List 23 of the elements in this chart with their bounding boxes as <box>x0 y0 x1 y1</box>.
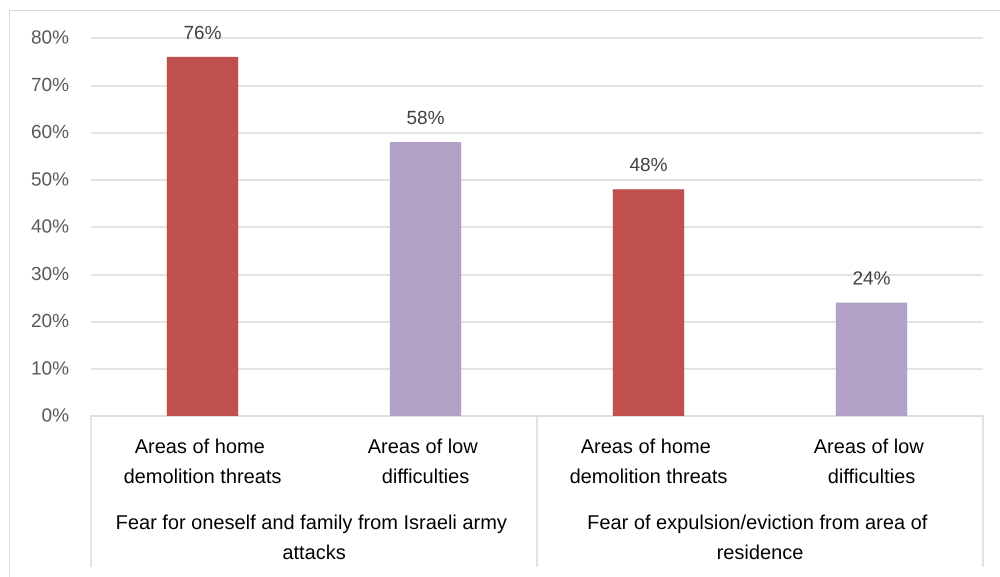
bar <box>166 56 238 416</box>
y-tick-label: 50% <box>30 169 70 190</box>
y-tick-label: 10% <box>30 358 70 380</box>
data-label: 58% <box>406 108 445 129</box>
x-tick-label: Areas of home demolition threats <box>124 436 282 488</box>
x-tick-label: Areas of low difficulties <box>368 436 484 488</box>
y-tick-label: 40% <box>30 216 70 238</box>
data-label: 48% <box>629 155 668 176</box>
y-tick-label: 80% <box>30 28 70 48</box>
y-tick-label: 30% <box>30 264 70 285</box>
bar <box>612 189 684 416</box>
bar <box>390 142 462 416</box>
y-tick-label: 20% <box>30 311 70 332</box>
text: Fear for oneself and family from Israeli army attacks <box>116 512 512 564</box>
data-label: 76% <box>183 22 222 44</box>
y-tick-label: 0% <box>42 406 70 426</box>
y-tick-label: 70% <box>30 74 70 96</box>
text: Fear of expulsion/eviction from area of residence <box>587 512 933 564</box>
bar <box>836 302 908 416</box>
y-tick-label: 60% <box>30 122 70 143</box>
data-label: 24% <box>852 268 891 290</box>
x-tick-label: Areas of home demolition threats <box>570 436 728 488</box>
x-tick-label: Areas of low difficulties <box>814 436 930 488</box>
